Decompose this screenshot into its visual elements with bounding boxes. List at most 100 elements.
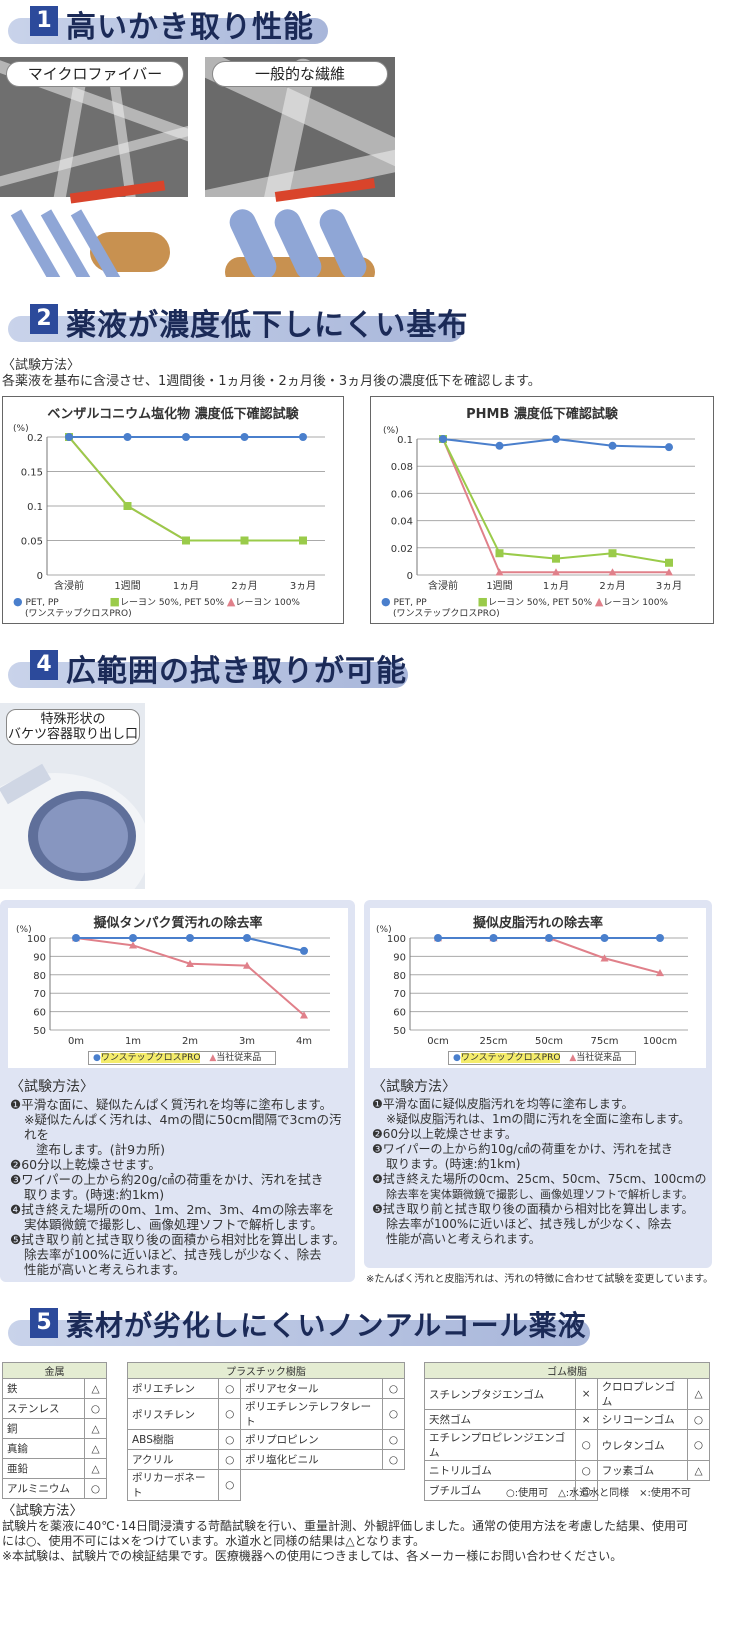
data-point — [552, 554, 560, 563]
x-tick-label: 1m — [125, 1036, 141, 1047]
table-row: 鉄 △ — [2, 1378, 107, 1399]
x-tick-label: 25cm — [480, 1036, 508, 1047]
compatibility-mark: × — [574, 1409, 598, 1430]
table-row: 銅 △ — [2, 1418, 107, 1439]
table-row: スチレンブタジエンゴム × クロロプレンゴム △ — [424, 1378, 710, 1410]
data-point — [299, 536, 307, 545]
data-point — [129, 934, 137, 942]
method-text: 試験片を薬液に40℃･14日間浸漬する苛酷試験を行い、重量計測、外観評価しました… — [2, 1519, 689, 1533]
method-step: ❺拭き取り前と拭き取り後の面積から相対比を算出します。 — [10, 1232, 345, 1247]
section-title: 広範囲の拭き取りが可能 — [66, 654, 407, 689]
x-tick-label: 50cm — [535, 1036, 563, 1047]
data-point — [434, 934, 442, 942]
data-point — [439, 435, 447, 443]
legend-rayon100: レーヨン 100% — [603, 598, 668, 608]
y-tick-label: 0.04 — [391, 517, 413, 528]
compatibility-mark: △ — [687, 1378, 710, 1410]
data-point — [240, 536, 249, 545]
material-name: クロロプレンゴム — [596, 1378, 689, 1410]
table-row: エチレンプロピレンジエンゴム ○ ウレタンゴム ○ — [424, 1429, 710, 1461]
compatibility-mark: ○ — [218, 1469, 242, 1501]
microfiber-label: マイクロファイバー — [6, 61, 184, 87]
y-unit-label: (%) — [16, 925, 32, 935]
compatibility-mark: ○ — [687, 1409, 710, 1430]
compatibility-mark: ○ — [687, 1429, 710, 1461]
table-row: ニトリルゴム ○ フッ素ゴム △ — [424, 1460, 710, 1481]
material-name: ポリスチレン — [126, 1398, 220, 1430]
series-line — [75, 937, 305, 1017]
y-tick-label: 80 — [33, 971, 46, 982]
method-step: ❺拭き取り前と拭き取り後の面積から相対比を算出します。 — [372, 1202, 694, 1216]
material-name: ポリプロピレン — [240, 1429, 383, 1450]
data-point — [495, 441, 504, 450]
section-2-header: 2 薬液が濃度低下しにくい基布 — [8, 302, 467, 346]
method-step: ❸ワイパーの上から約10g/㎠の荷重をかけ、汚れを拭き — [372, 1142, 673, 1156]
chart-title: ベンザルコニウム塩化物 濃度低下確認試験 — [47, 407, 299, 422]
chart-title: PHMB 濃度低下確認試験 — [466, 407, 618, 422]
material-name: シリコーンゴム — [596, 1409, 689, 1430]
section-title: 素材が劣化しにくいノンアルコール薬液 — [66, 1309, 587, 1342]
y-tick-label: 0.1 — [397, 435, 413, 446]
table-row: アルミニウム ○ — [2, 1478, 107, 1499]
y-tick-label: 100 — [27, 934, 46, 945]
legend-rayon50: レーヨン 50%, PET 50% — [119, 598, 225, 608]
table-row: ステンレス ○ — [2, 1398, 107, 1419]
x-tick-label: 3ヵ月 — [656, 580, 682, 592]
chart-legend: ●ワンステップクロスPRO ▲当社従来品 — [88, 1051, 276, 1065]
compatibility-mark: △ — [84, 1458, 107, 1479]
x-tick-label: 2ヵ月 — [231, 580, 257, 592]
y-tick-label: 60 — [33, 1008, 46, 1019]
section-number: 2 — [30, 304, 58, 334]
bucket-label-line2: バケツ容器取り出し口 — [7, 727, 138, 742]
compatibility-mark: ○ — [574, 1460, 598, 1481]
method-step: 性能が高いと考えられます。 — [386, 1232, 541, 1246]
material-name: ABS樹脂 — [126, 1429, 220, 1450]
data-point — [243, 934, 251, 942]
y-unit-label: (%) — [13, 424, 29, 434]
symbol-legend: ○:使用可 △:水道水と同様 ×:使用不可 — [506, 1488, 691, 1499]
material-name: ブチルゴム — [424, 1480, 576, 1501]
compatibility-mark: × — [574, 1378, 598, 1410]
method-note: ※疑似たんぱく汚れは、4mの間に50cm間隔で3cmの汚れを — [24, 1112, 342, 1142]
section-number: 5 — [30, 1308, 58, 1338]
x-tick-label: 含浸前 — [428, 579, 458, 592]
compatibility-mark: △ — [687, 1460, 710, 1481]
y-tick-label: 50 — [393, 1026, 406, 1037]
material-name: ポリエチレンテレフタレート — [240, 1398, 383, 1430]
y-unit-label: (%) — [376, 925, 392, 935]
compatibility-mark: ○ — [574, 1480, 598, 1501]
section-title: 高いかき取り性能 — [66, 10, 314, 45]
method-heading: 〈試験方法〉 — [2, 358, 81, 373]
table-header: 金属 — [2, 1362, 107, 1379]
compatibility-mark: △ — [84, 1378, 107, 1399]
data-point — [665, 443, 673, 452]
chart-legend: ● PET, PP ■レーヨン 50%, PET 50% ▲レーヨン 100% … — [381, 595, 711, 619]
method-text: には○、使用不可には×をつけています。水道水と同様の結果は△となります。 — [2, 1534, 425, 1548]
compatibility-mark: ○ — [382, 1449, 405, 1470]
table-row: ポリエチレン ○ ポリアセタール ○ — [126, 1378, 405, 1399]
material-name: 鉄 — [2, 1378, 85, 1399]
method-step: 除去率が100%に近いほど、拭き残しが少なく、除去 — [24, 1247, 322, 1262]
compatibility-mark: ○ — [84, 1398, 107, 1419]
y-tick-label: 0 — [407, 571, 413, 582]
compatibility-mark: ○ — [382, 1429, 405, 1450]
x-tick-label: 1ヵ月 — [543, 580, 569, 592]
general-fiber-image — [205, 57, 395, 277]
material-name: アルミニウム — [2, 1478, 85, 1499]
table-row: 真鍮 △ — [2, 1438, 107, 1459]
chart-protein-removal: 擬似タンパク質汚れの除去率 (%) 50 60 70 80 90 100 0m 1m 2m 3m 4m… — [8, 908, 348, 1068]
chart-benzalkonium: ベンザルコニウム塩化物 濃度低下確認試験 (%) 0 0.05 0.1 0.15 0.2 含… — [2, 396, 344, 624]
data-point — [300, 946, 308, 955]
compatibility-mark: ○ — [382, 1378, 405, 1399]
method-step: ❷60分以上乾燥させます。 — [10, 1157, 161, 1172]
legend-rayon50: レーヨン 50%, PET 50% — [487, 598, 593, 608]
method-text: 各薬液を基布に含浸させ、1週間後・1ヵ月後・2ヵ月後・3ヵ月後の濃度低下を確認し… — [2, 374, 541, 389]
protein-method: 〈試験方法〉 ❶平滑な面に、疑似たんぱく質汚れを均等に塗布します。 ※疑似たんぱ… — [10, 1080, 350, 1278]
legend-b: 当社従来品 — [216, 1053, 262, 1063]
x-tick-label: 4m — [296, 1036, 312, 1047]
chart-legend: ● PET, PP ■レーヨン 50%, PET 50% ▲レーヨン 100% … — [13, 595, 343, 619]
table-row: アクリル ○ ポリ塩化ビニル ○ — [126, 1449, 405, 1470]
general-fiber-label: 一般的な繊維 — [212, 61, 388, 87]
legend-rayon100: レーヨン 100% — [235, 598, 300, 608]
data-point — [545, 934, 553, 942]
